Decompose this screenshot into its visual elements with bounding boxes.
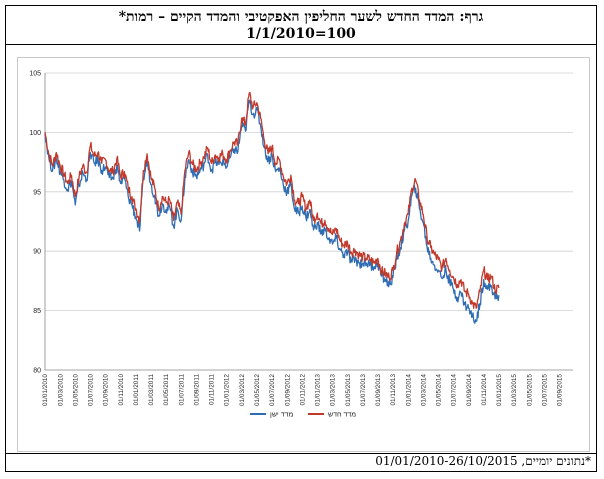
- chart-subtitle: 1/1/2010=100: [246, 26, 356, 42]
- x-tick-label: 01/05/2010: [72, 374, 79, 406]
- x-tick-label: 01/01/2013: [315, 374, 322, 406]
- figure-frame: גרף: המדד החדש לשער החליפין האפקטיבי והמ…: [5, 5, 597, 472]
- footnote-box: *נתונים יומיים, 01/01/2010-26/10/2015: [6, 453, 596, 471]
- x-tick-label: 01/07/2013: [360, 374, 367, 406]
- x-tick-label: 01/01/2010: [42, 374, 49, 406]
- gridlines: [44, 72, 573, 371]
- x-tick-label: 01/11/2012: [299, 374, 306, 406]
- x-tick-label: 01/07/2010: [88, 374, 95, 406]
- x-tick-label: 01/07/2014: [451, 374, 458, 406]
- x-tick-label: 01/09/2010: [103, 374, 110, 406]
- y-tick-label: 85: [33, 308, 41, 315]
- x-tick-label: 01/09/2012: [284, 374, 291, 406]
- line-chart: 80 85 90 95 100 105 01/01/2010 01/03/2010 01/05…: [29, 71, 573, 419]
- footnote: *נתונים יומיים, 01/01/2010-26/10/2015: [375, 454, 591, 468]
- legend-label: מדד ישן: [270, 412, 293, 419]
- y-tick-label: 80: [33, 368, 41, 375]
- x-tick-label: 01/03/2014: [420, 374, 427, 406]
- y-tick-label: 90: [33, 249, 41, 256]
- x-tick-label: 01/05/2011: [163, 374, 170, 406]
- x-tick-label: 01/01/2012: [224, 374, 231, 406]
- series-line-new: [44, 91, 500, 309]
- x-tick-label: 01/03/2013: [330, 374, 337, 406]
- x-tick-label: 01/05/2012: [254, 374, 261, 406]
- x-tick-label: 01/05/2013: [345, 374, 352, 406]
- x-tick-label: 01/07/2012: [269, 374, 276, 406]
- series-line-old: [44, 99, 500, 324]
- y-tick-label: 100: [29, 130, 41, 137]
- chart-area: 80 85 90 95 100 105 01/01/2010 01/03/2010 01/05…: [17, 57, 590, 452]
- x-tick-label: 01/11/2011: [209, 374, 216, 405]
- x-tick-label: 01/03/2011: [148, 374, 155, 406]
- legend: מדד ישן מדד חדש: [250, 412, 356, 419]
- x-tick-label: 01/01/2015: [496, 374, 503, 406]
- x-tick-label: 01/09/2014: [466, 374, 473, 406]
- x-tick-label: 01/09/2015: [557, 374, 564, 406]
- y-axis-ticks: 80 85 90 95 100 105: [29, 71, 41, 375]
- x-tick-label: 01/03/2012: [239, 374, 246, 406]
- x-axis-ticks: 01/01/2010 01/03/2010 01/05/2010 01/07/2010…: [42, 374, 563, 406]
- y-tick-label: 95: [33, 189, 41, 196]
- x-tick-label: 01/09/2013: [375, 374, 382, 406]
- series-lines: [44, 91, 500, 324]
- x-tick-label: 01/07/2011: [178, 374, 185, 406]
- x-tick-label: 01/01/2011: [133, 374, 140, 406]
- x-tick-label: 01/11/2010: [118, 374, 125, 406]
- x-tick-label: 01/01/2014: [405, 374, 412, 406]
- x-tick-label: 01/09/2011: [193, 374, 200, 406]
- legend-label: מדד חדש: [328, 412, 356, 419]
- x-tick-label: 01/11/2013: [390, 374, 397, 406]
- y-tick-label: 105: [29, 71, 41, 78]
- x-tick-label: 01/05/2015: [526, 374, 533, 406]
- title-box: גרף: המדד החדש לשער החליפין האפקטיבי והמ…: [6, 6, 596, 45]
- x-tick-label: 01/03/2010: [57, 374, 64, 406]
- x-tick-label: 01/07/2015: [541, 374, 548, 406]
- x-tick-label: 01/05/2014: [436, 374, 443, 406]
- x-tick-label: 01/03/2015: [511, 374, 518, 406]
- chart-title: גרף: המדד החדש לשער החליפין האפקטיבי והמ…: [118, 9, 484, 25]
- x-tick-label: 01/11/2014: [481, 374, 488, 406]
